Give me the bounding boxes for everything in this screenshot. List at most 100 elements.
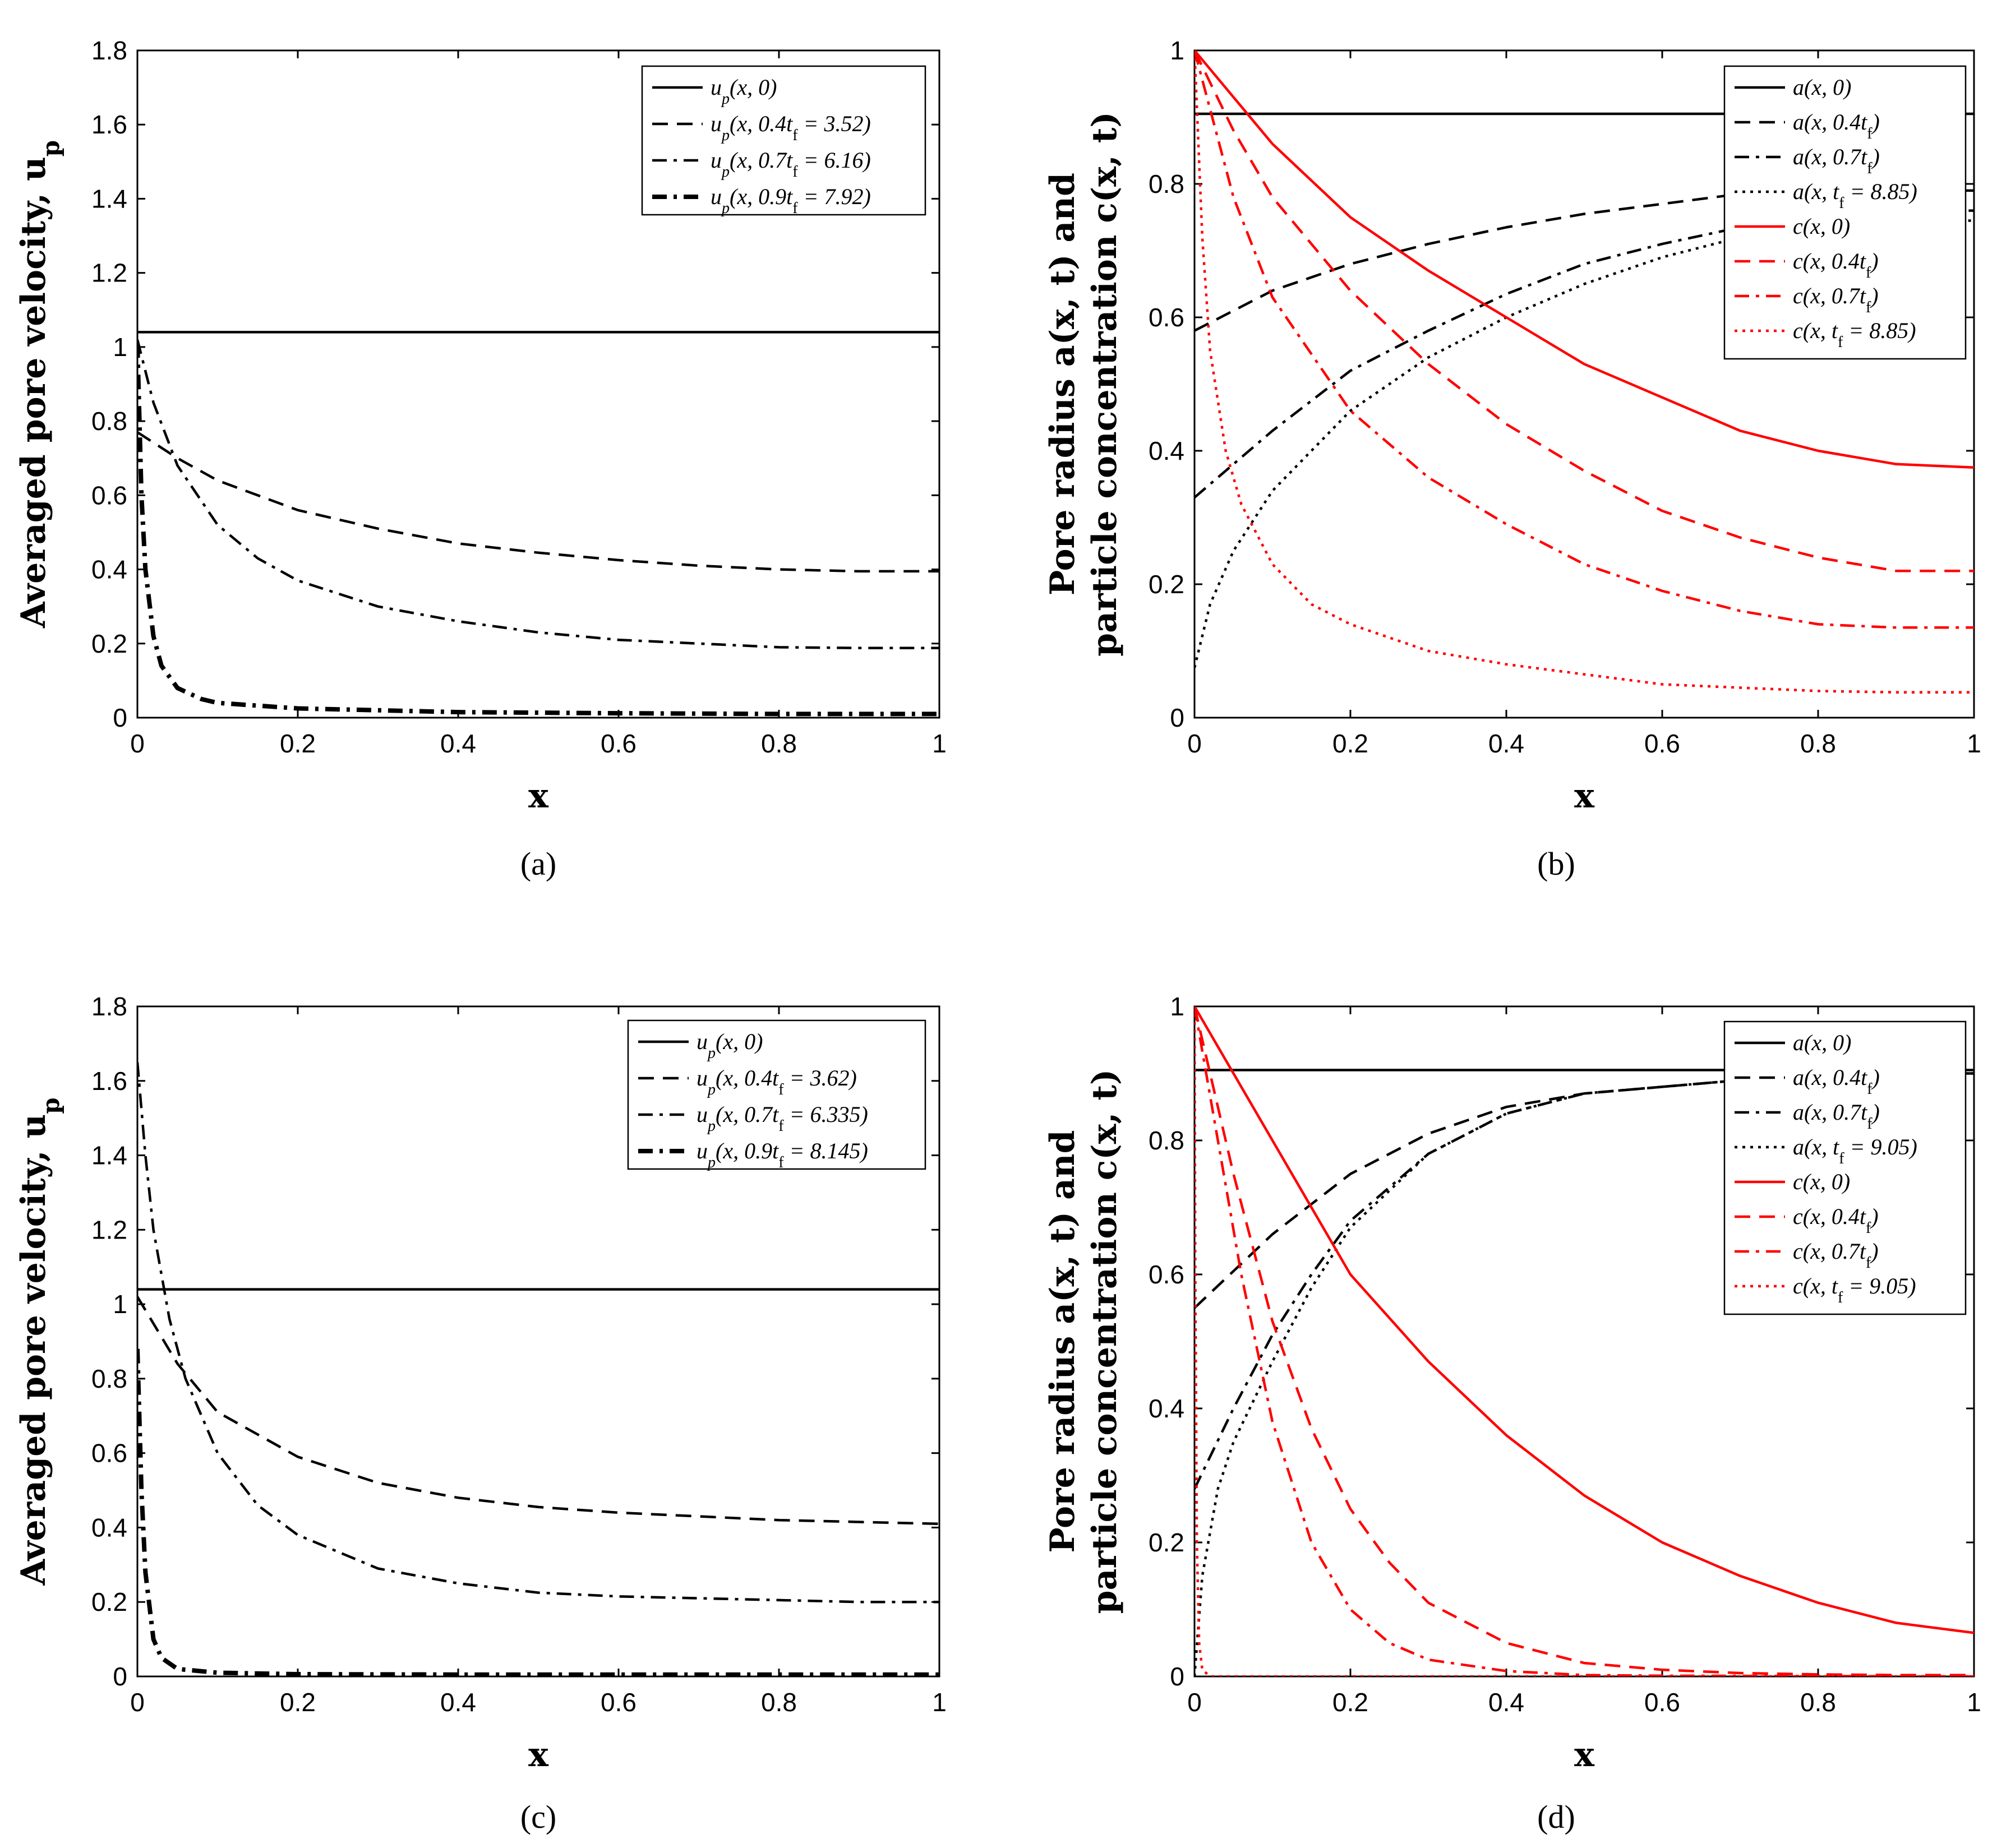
legend-box [1723, 1020, 1967, 1315]
legend-box [627, 1019, 926, 1170]
y-axis-label-line1: Pore radius a(x, t) and [1043, 1130, 1082, 1553]
legend-label-base: a(x, t [1793, 179, 1839, 204]
legend-label-base: u [697, 1102, 708, 1127]
legend-label-args: (x, 0.7t [730, 147, 793, 173]
legend-label-base: u [697, 1029, 708, 1054]
y-tick-label: 0.4 [1149, 436, 1184, 465]
legend-label: a(x, tf = 8.85) [1793, 179, 1917, 212]
legend-label-sub2: f [1866, 299, 1871, 316]
legend-label: a(x, 0.4tf) [1793, 109, 1880, 142]
x-tick-label: 0.8 [761, 1688, 797, 1717]
legend-label-tail: ) [1870, 283, 1878, 308]
x-tick-label: 0.4 [1488, 1688, 1524, 1717]
series-group [137, 331, 939, 717]
y-tick-label: 0.2 [91, 629, 127, 658]
legend-label-tail: = 9.05) [1843, 1273, 1916, 1299]
y-tick-label: 1.2 [91, 258, 127, 288]
legend-label-sub: p [707, 1045, 716, 1062]
legend: up(x, 0)up(x, 0.4tf = 3.62)up(x, 0.7tf =… [627, 1019, 926, 1171]
y-tick-label: 1.4 [91, 1141, 127, 1170]
legend-label-base: c(x, 0.7t [1793, 283, 1866, 308]
y-tick-label: 1.6 [91, 110, 127, 139]
series-line-6 [1194, 1006, 1974, 1676]
legend-label: c(x, tf = 9.05) [1793, 1273, 1916, 1306]
legend-label-sub2: f [792, 163, 798, 181]
y-axis-label-line1: Pore radius a(x, t) and [1043, 173, 1082, 595]
legend-label-sub: p [721, 163, 730, 181]
x-tick-label: 0 [130, 1688, 145, 1717]
series-line-8 [1194, 1006, 1974, 1676]
series-line-2 [137, 1296, 939, 1526]
series-line-3 [1194, 209, 1974, 499]
legend-label-base: c(x, 0.4t [1793, 248, 1866, 274]
legend-label-args: (x, 0.9t [716, 1138, 779, 1163]
legend-label: c(x, 0.7tf) [1793, 283, 1879, 316]
x-tick-label: 0.2 [280, 1688, 316, 1717]
x-tick-label: 0.2 [1332, 1688, 1368, 1717]
legend-label: c(x, 0) [1793, 1169, 1850, 1194]
legend-label: up(x, 0.7tf = 6.16) [711, 147, 871, 181]
y-tick-label: 1 [113, 332, 127, 362]
legend-label-base: c(x, 0) [1793, 214, 1850, 239]
legend-label-sub2: f [1866, 264, 1871, 281]
panel-c: 0 0.2 0.4 0.6 0.8 1 0 0.2 0.4 0.6 0.8 1 1.2 1.4 1.6 1.8… [14, 992, 947, 1835]
y-tick-label: 0.8 [91, 406, 127, 436]
legend-label-base: a(x, 0.7t [1793, 144, 1867, 169]
legend-label-tail: = 3.62) [784, 1065, 857, 1091]
legend-label-sub: p [721, 90, 730, 108]
legend-label-sub: p [721, 200, 730, 217]
x-tick-label: 0.8 [1800, 729, 1836, 758]
x-tick-label: 1 [932, 729, 947, 758]
y-tick-label: 0.2 [1149, 570, 1184, 599]
y-tick-label: 0.6 [1149, 303, 1184, 332]
legend-label-sub2: f [1839, 1150, 1844, 1167]
y-tick-label: 0.8 [91, 1364, 127, 1393]
legend-label-sub2: f [1838, 334, 1843, 351]
legend-label-tail: ) [1870, 248, 1878, 274]
legend-label-tail: ) [1871, 109, 1880, 135]
legend-label: c(x, 0) [1793, 214, 1850, 239]
legend-label-base: u [711, 75, 722, 100]
legend-label-tail: ) [1871, 144, 1880, 169]
panel-caption: (a) [520, 846, 556, 882]
series-line-3 [137, 339, 939, 649]
x-tick-label: 0.4 [1488, 729, 1524, 758]
legend-label: up(x, 0) [711, 75, 777, 108]
y-tick-label: 0.4 [1149, 1394, 1184, 1423]
x-tick-label: 1 [1967, 729, 1981, 758]
x-tick-label: 0.6 [1644, 1688, 1680, 1717]
legend-label-sub2: f [1839, 195, 1844, 212]
x-tick-label: 0 [1187, 1688, 1202, 1717]
legend-label: up(x, 0.4tf = 3.62) [697, 1065, 857, 1098]
y-tick-label: 1 [1170, 36, 1184, 65]
legend-label-base: a(x, 0.4t [1793, 1065, 1867, 1090]
legend-label-base: a(x, 0.4t [1793, 109, 1867, 135]
legend-label-tail: = 3.52) [798, 111, 871, 136]
legend-label-base: u [711, 184, 722, 209]
y-tick-label: 0 [1170, 1662, 1184, 1691]
legend-box [1723, 65, 1967, 360]
x-tick-label: 0.2 [280, 729, 316, 758]
series-line-8 [1194, 50, 1974, 694]
y-tick-label: 0 [113, 703, 127, 732]
legend-label-tail: ) [1870, 1204, 1878, 1229]
x-tick-label: 0.6 [1644, 729, 1680, 758]
series-line-6 [1194, 50, 1974, 572]
legend-label-base: c(x, t [1793, 318, 1838, 343]
y-tick-label: 1.2 [91, 1215, 127, 1244]
y-tick-label: 1.6 [91, 1066, 127, 1096]
legend-label-base: c(x, 0.4t [1793, 1204, 1866, 1229]
panel-caption: (d) [1537, 1799, 1575, 1835]
legend-label-base: c(x, 0) [1793, 1169, 1850, 1194]
legend-label: c(x, 0.4tf) [1793, 1204, 1879, 1237]
legend-label-base: a(x, t [1793, 1134, 1839, 1159]
legend-label-sub2: f [1867, 1080, 1873, 1098]
legend-label-sub: p [707, 1081, 716, 1098]
legend-label: a(x, 0.7tf) [1793, 1099, 1880, 1133]
x-axis-label: x [528, 1735, 549, 1775]
legend: a(x, 0)a(x, 0.4tf)a(x, 0.7tf)a(x, tf = 8… [1723, 65, 1967, 360]
legend-label-sub: p [707, 1117, 716, 1135]
y-axis-label-subscript: p [37, 140, 64, 156]
y-tick-label: 0.6 [91, 1439, 127, 1468]
